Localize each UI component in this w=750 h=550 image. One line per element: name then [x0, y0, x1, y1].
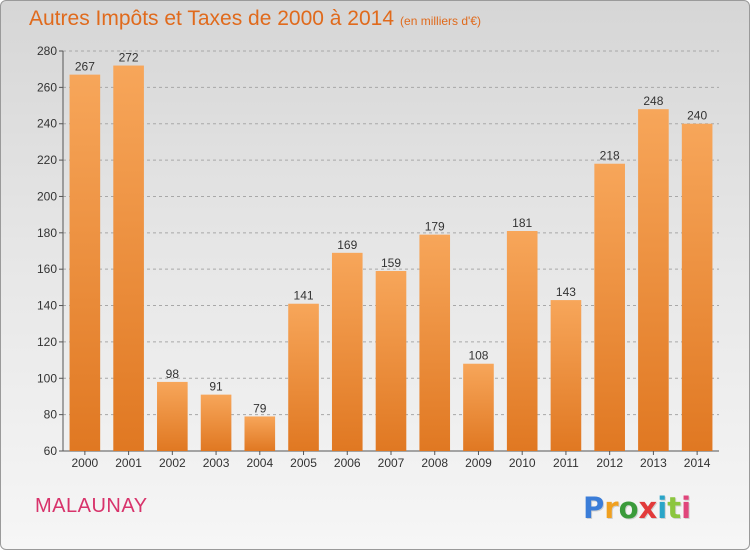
- x-tick-label: 2004: [246, 456, 273, 470]
- y-tick-label: 260: [37, 80, 57, 94]
- x-tick-label: 2003: [203, 456, 230, 470]
- bar: [375, 271, 407, 451]
- y-tick-label: 80: [44, 408, 58, 422]
- x-tick-label: 2001: [115, 456, 142, 470]
- y-tick-label: 240: [37, 117, 57, 131]
- chart-title: Autres Impôts et Taxes de 2000 à 2014 (en…: [29, 7, 481, 31]
- bar: [331, 252, 363, 451]
- bar: [157, 381, 188, 451]
- data-label: 267: [75, 60, 95, 74]
- bar: [113, 65, 144, 451]
- brand-letter: t: [667, 491, 682, 525]
- data-label: 98: [166, 367, 180, 381]
- data-label: 248: [643, 94, 663, 108]
- y-tick-label: 140: [37, 299, 57, 313]
- data-label: 141: [294, 289, 314, 303]
- data-label: 143: [556, 285, 576, 299]
- brand-letter: r: [604, 491, 619, 525]
- town-name: MALAUNAY: [35, 495, 148, 517]
- bar: [463, 363, 494, 451]
- x-tick-label: 2009: [465, 456, 492, 470]
- chart-subtitle: (en milliers d'€): [400, 14, 482, 28]
- y-tick-label: 160: [37, 262, 57, 276]
- x-tick-label: 2006: [334, 456, 361, 470]
- bar: [288, 303, 319, 451]
- data-label: 240: [687, 109, 707, 123]
- x-tick-label: 2000: [72, 456, 99, 470]
- y-tick-label: 180: [37, 226, 57, 240]
- brand-letter: P: [583, 491, 605, 525]
- bar: [244, 416, 276, 451]
- brand-letter: x: [638, 491, 658, 525]
- bar: [681, 123, 713, 452]
- x-tick-label: 2012: [596, 456, 623, 470]
- x-tick-label: 2013: [640, 456, 667, 470]
- x-tick-label: 2002: [159, 456, 186, 470]
- x-tick-label: 2005: [290, 456, 317, 470]
- bar: [594, 163, 625, 451]
- bar: [638, 109, 669, 451]
- data-label: 108: [468, 349, 488, 363]
- data-label: 218: [600, 149, 620, 163]
- brand-letter: i: [681, 491, 692, 525]
- bars: [69, 65, 713, 452]
- data-label: 159: [381, 256, 401, 270]
- bar: [550, 300, 582, 451]
- proxiti-logo: Proxiti: [583, 491, 691, 525]
- x-tick-label: 2008: [421, 456, 448, 470]
- y-tick-label: 200: [37, 189, 57, 203]
- data-label: 169: [337, 238, 357, 252]
- bar: [506, 231, 538, 451]
- data-label: 272: [119, 51, 139, 65]
- y-tick-label: 120: [37, 335, 57, 349]
- x-tick-label: 2011: [553, 456, 579, 470]
- x-tick-label: 2007: [378, 456, 405, 470]
- y-tick-label: 100: [37, 371, 57, 385]
- brand-letter: i: [657, 491, 668, 525]
- data-label: 181: [512, 216, 532, 230]
- bar: [419, 234, 451, 451]
- bar: [200, 394, 232, 451]
- data-labels: 267 272 98 91 79 141 169 159 179 108 181 143 218 248 2…: [75, 51, 708, 416]
- y-tick-label: 280: [37, 44, 57, 58]
- x-tick-label: 2010: [509, 456, 536, 470]
- data-label: 179: [425, 220, 445, 234]
- data-label: 79: [253, 401, 267, 415]
- chart-title-text: Autres Impôts et Taxes de 2000 à 2014: [29, 7, 395, 30]
- data-label: 91: [209, 380, 223, 394]
- bar: [69, 74, 101, 452]
- brand-letter: o: [618, 491, 639, 525]
- y-tick-label: 220: [37, 153, 57, 167]
- x-tick-label: 2014: [684, 456, 711, 470]
- y-tick-label: 60: [44, 444, 58, 458]
